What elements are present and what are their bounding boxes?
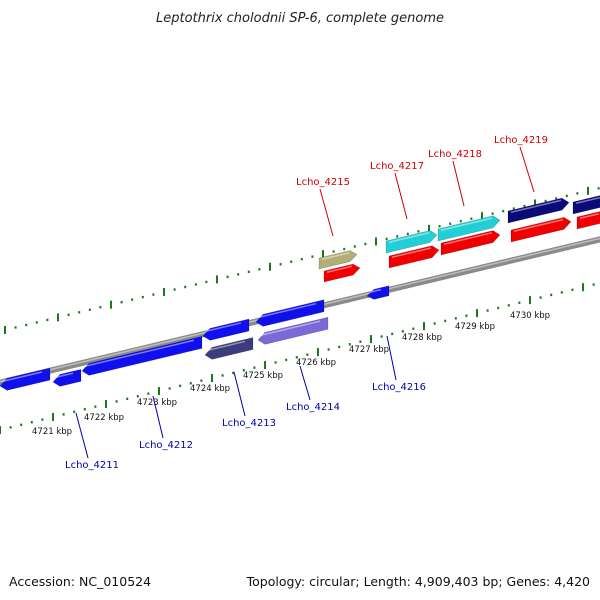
upper-tick-track	[4, 186, 600, 334]
gene-arrow-shine	[391, 247, 432, 259]
gene-arrow-shine	[205, 322, 242, 333]
gene-arrow-lcho-4215-shine	[321, 252, 350, 261]
gene-arrow	[0, 367, 51, 391]
gene-arrow-shine	[2, 371, 43, 383]
gene-arrow	[366, 285, 390, 300]
map-title: Leptothrix cholodnii SP-6, complete geno…	[156, 11, 444, 26]
leader-line	[519, 146, 535, 193]
kbp-label: 4728 kbp	[402, 333, 442, 343]
kbp-label: 4729 kbp	[455, 322, 495, 332]
leader-line	[75, 412, 89, 459]
gene-arrow-shine	[575, 196, 600, 205]
leader-line	[452, 160, 465, 207]
gene-arrow	[255, 299, 325, 327]
kbp-label: 4722 kbp	[84, 413, 124, 423]
leader-line	[152, 395, 164, 439]
lower-tick-track	[0, 283, 595, 434]
gene-features	[0, 195, 600, 391]
kbp-label: 4723 kbp	[137, 398, 177, 408]
gene-arrow	[388, 245, 440, 269]
kbp-label: 4721 kbp	[32, 427, 72, 437]
gene-arrow-shine	[369, 288, 382, 294]
gene-labels: Lcho_4215 Lcho_4217 Lcho_4218 Lcho_4219 Lcho…	[65, 135, 548, 471]
gene-arrow	[323, 263, 361, 283]
gene-arrow-shine	[513, 218, 564, 233]
gene-arrow	[81, 335, 203, 376]
gene-arrow-lcho-4218	[437, 215, 501, 242]
gene-label-lcho-4215: Lcho_4215	[296, 177, 350, 188]
gene-arrow	[202, 318, 250, 341]
gene-arrow-lcho-4217	[385, 230, 438, 254]
gene-arrow-lcho-4214-shine	[260, 320, 321, 337]
gene-arrow	[52, 368, 82, 387]
gene-arrow	[510, 217, 572, 243]
kbp-label: 4727 kbp	[349, 345, 389, 355]
kbp-label: 4724 kbp	[190, 384, 230, 394]
gene-arrow-lcho-4213-shine	[207, 340, 246, 352]
gene-label-lcho-4216: Lcho_4216	[372, 382, 426, 393]
gene-arrow-lcho-4218-shine	[440, 217, 493, 232]
gene-label-lcho-4212: Lcho_4212	[139, 440, 193, 451]
genome-summary-text: Topology: circular; Length: 4,909,403 bp…	[246, 574, 590, 589]
leader-line	[319, 188, 334, 237]
kbp-label: 4725 kbp	[243, 371, 283, 381]
gene-arrow-shine	[55, 372, 74, 379]
gene-arrow-shine	[443, 232, 493, 246]
gene-arrow-shine	[326, 265, 353, 274]
leader-line	[386, 335, 397, 381]
gene-arrow-lcho-4219	[507, 197, 570, 224]
gene-label-lcho-4217: Lcho_4217	[370, 161, 424, 172]
gene-label-lcho-4213: Lcho_4213	[222, 418, 276, 429]
leader-line	[299, 365, 311, 401]
gene-arrow-lcho-4215	[318, 250, 358, 270]
gene-arrow-shine	[258, 302, 317, 319]
gene-arrow	[576, 211, 600, 230]
gene-label-lcho-4218: Lcho_4218	[428, 149, 482, 160]
gene-arrow-shine	[84, 339, 195, 368]
label-leaders	[75, 146, 535, 459]
leader-line	[233, 371, 246, 417]
gene-label-lcho-4219: Lcho_4219	[494, 135, 548, 146]
kbp-tick-labels: 4721 kbp 4722 kbp 4723 kbp 4724 kbp 4725 kbp…	[32, 311, 550, 437]
kbp-label: 4730 kbp	[510, 311, 550, 321]
gene-arrow	[572, 195, 600, 215]
kbp-label: 4726 kbp	[296, 358, 336, 368]
gene-arrow-lcho-4213	[204, 337, 254, 360]
gene-arrow-lcho-4219-shine	[510, 199, 562, 214]
leader-line	[394, 172, 408, 220]
gene-label-lcho-4211: Lcho_4211	[65, 460, 119, 471]
gene-arrow-lcho-4217-shine	[388, 232, 430, 244]
accession-text: Accession: NC_010524	[9, 574, 151, 589]
gene-arrow-shine	[579, 213, 600, 220]
gene-arrow	[440, 230, 501, 256]
gene-arrow-lcho-4214	[257, 316, 329, 345]
gene-label-lcho-4214: Lcho_4214	[286, 402, 340, 413]
